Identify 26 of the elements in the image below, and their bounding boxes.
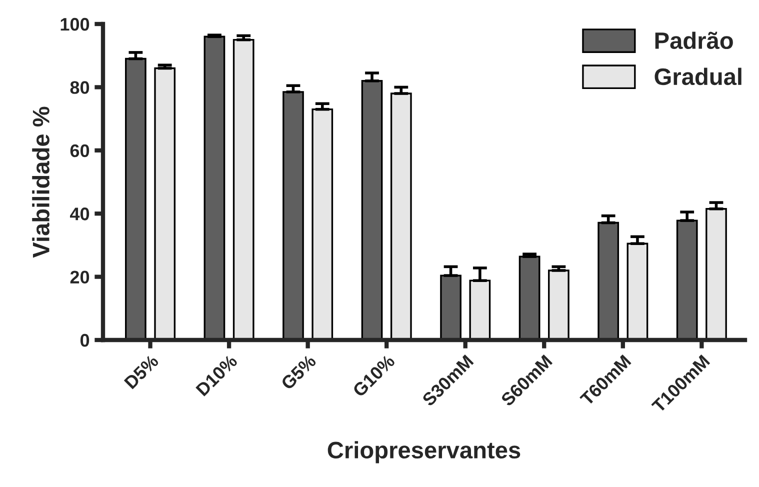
y-tick-label: 20 [70,270,90,284]
legend-label: Padrão [655,32,733,50]
y-tick-label: 40 [70,208,90,220]
bar [626,242,648,340]
bar [361,80,383,340]
bar [204,36,226,340]
bar [125,58,146,340]
y-tick-label: 60 [70,144,90,158]
y-tick-label: 100 [60,18,90,31]
bar [440,274,462,340]
bar [469,280,491,340]
bar [390,92,412,340]
bar [518,256,540,340]
bar [312,108,334,340]
bar [706,208,727,340]
bar [232,38,254,340]
bar [676,220,698,340]
bar [154,67,176,340]
x-axis-title: Criopreservantes [328,441,520,464]
legend-label: Gradual [654,68,742,86]
y-tick-label: 80 [70,81,90,94]
y-tick-label: 0 [80,334,90,347]
bar [282,91,304,340]
y-axis-title: Viabilidade % [32,106,50,258]
bar [548,270,570,340]
bar [598,222,620,340]
